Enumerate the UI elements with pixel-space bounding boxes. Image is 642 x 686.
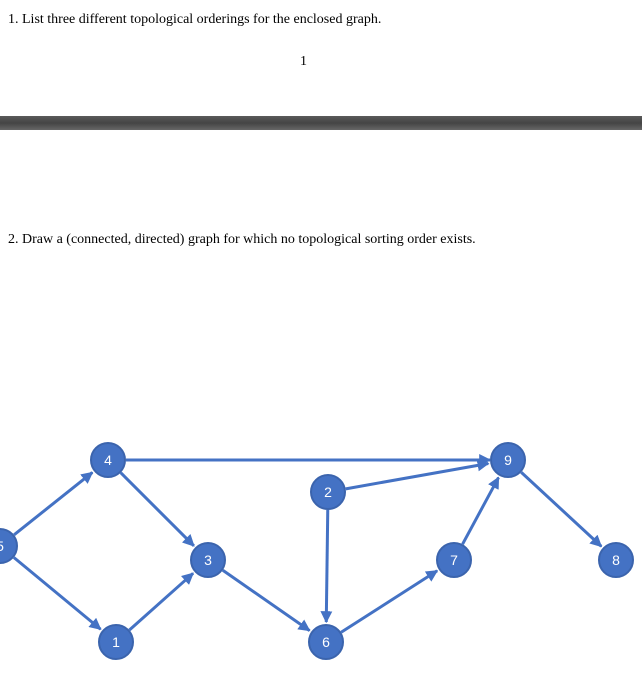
q1-text: List three different topological orderin…: [22, 12, 381, 27]
question-2: 2. Draw a (connected, directed) graph fo…: [8, 232, 476, 248]
node-7: 7: [436, 542, 472, 578]
edge-5-4: [14, 472, 92, 534]
node-4: 4: [90, 442, 126, 478]
node-9: 9: [490, 442, 526, 478]
edge-2-9: [346, 464, 489, 489]
node-3: 3: [190, 542, 226, 578]
node-1: 1: [98, 624, 134, 660]
edge-9-8: [521, 472, 601, 546]
edge-5-1: [14, 557, 101, 629]
edge-7-9: [463, 478, 499, 545]
graph-diagram: 541326798: [0, 420, 642, 686]
edge-6-7: [341, 571, 437, 633]
edge-1-3: [129, 573, 193, 630]
edge-2-6: [326, 510, 327, 622]
page-separator: [0, 116, 642, 130]
edge-4-3: [121, 473, 194, 546]
q2-text: Draw a (connected, directed) graph for w…: [22, 232, 476, 247]
question-1: 1. List three different topological orde…: [8, 12, 381, 28]
q1-number: 1.: [8, 12, 19, 27]
edge-3-6: [223, 570, 310, 630]
node-2: 2: [310, 474, 346, 510]
page-number: 1: [300, 54, 307, 70]
node-8: 8: [598, 542, 634, 578]
q2-number: 2.: [8, 232, 19, 247]
node-6: 6: [308, 624, 344, 660]
